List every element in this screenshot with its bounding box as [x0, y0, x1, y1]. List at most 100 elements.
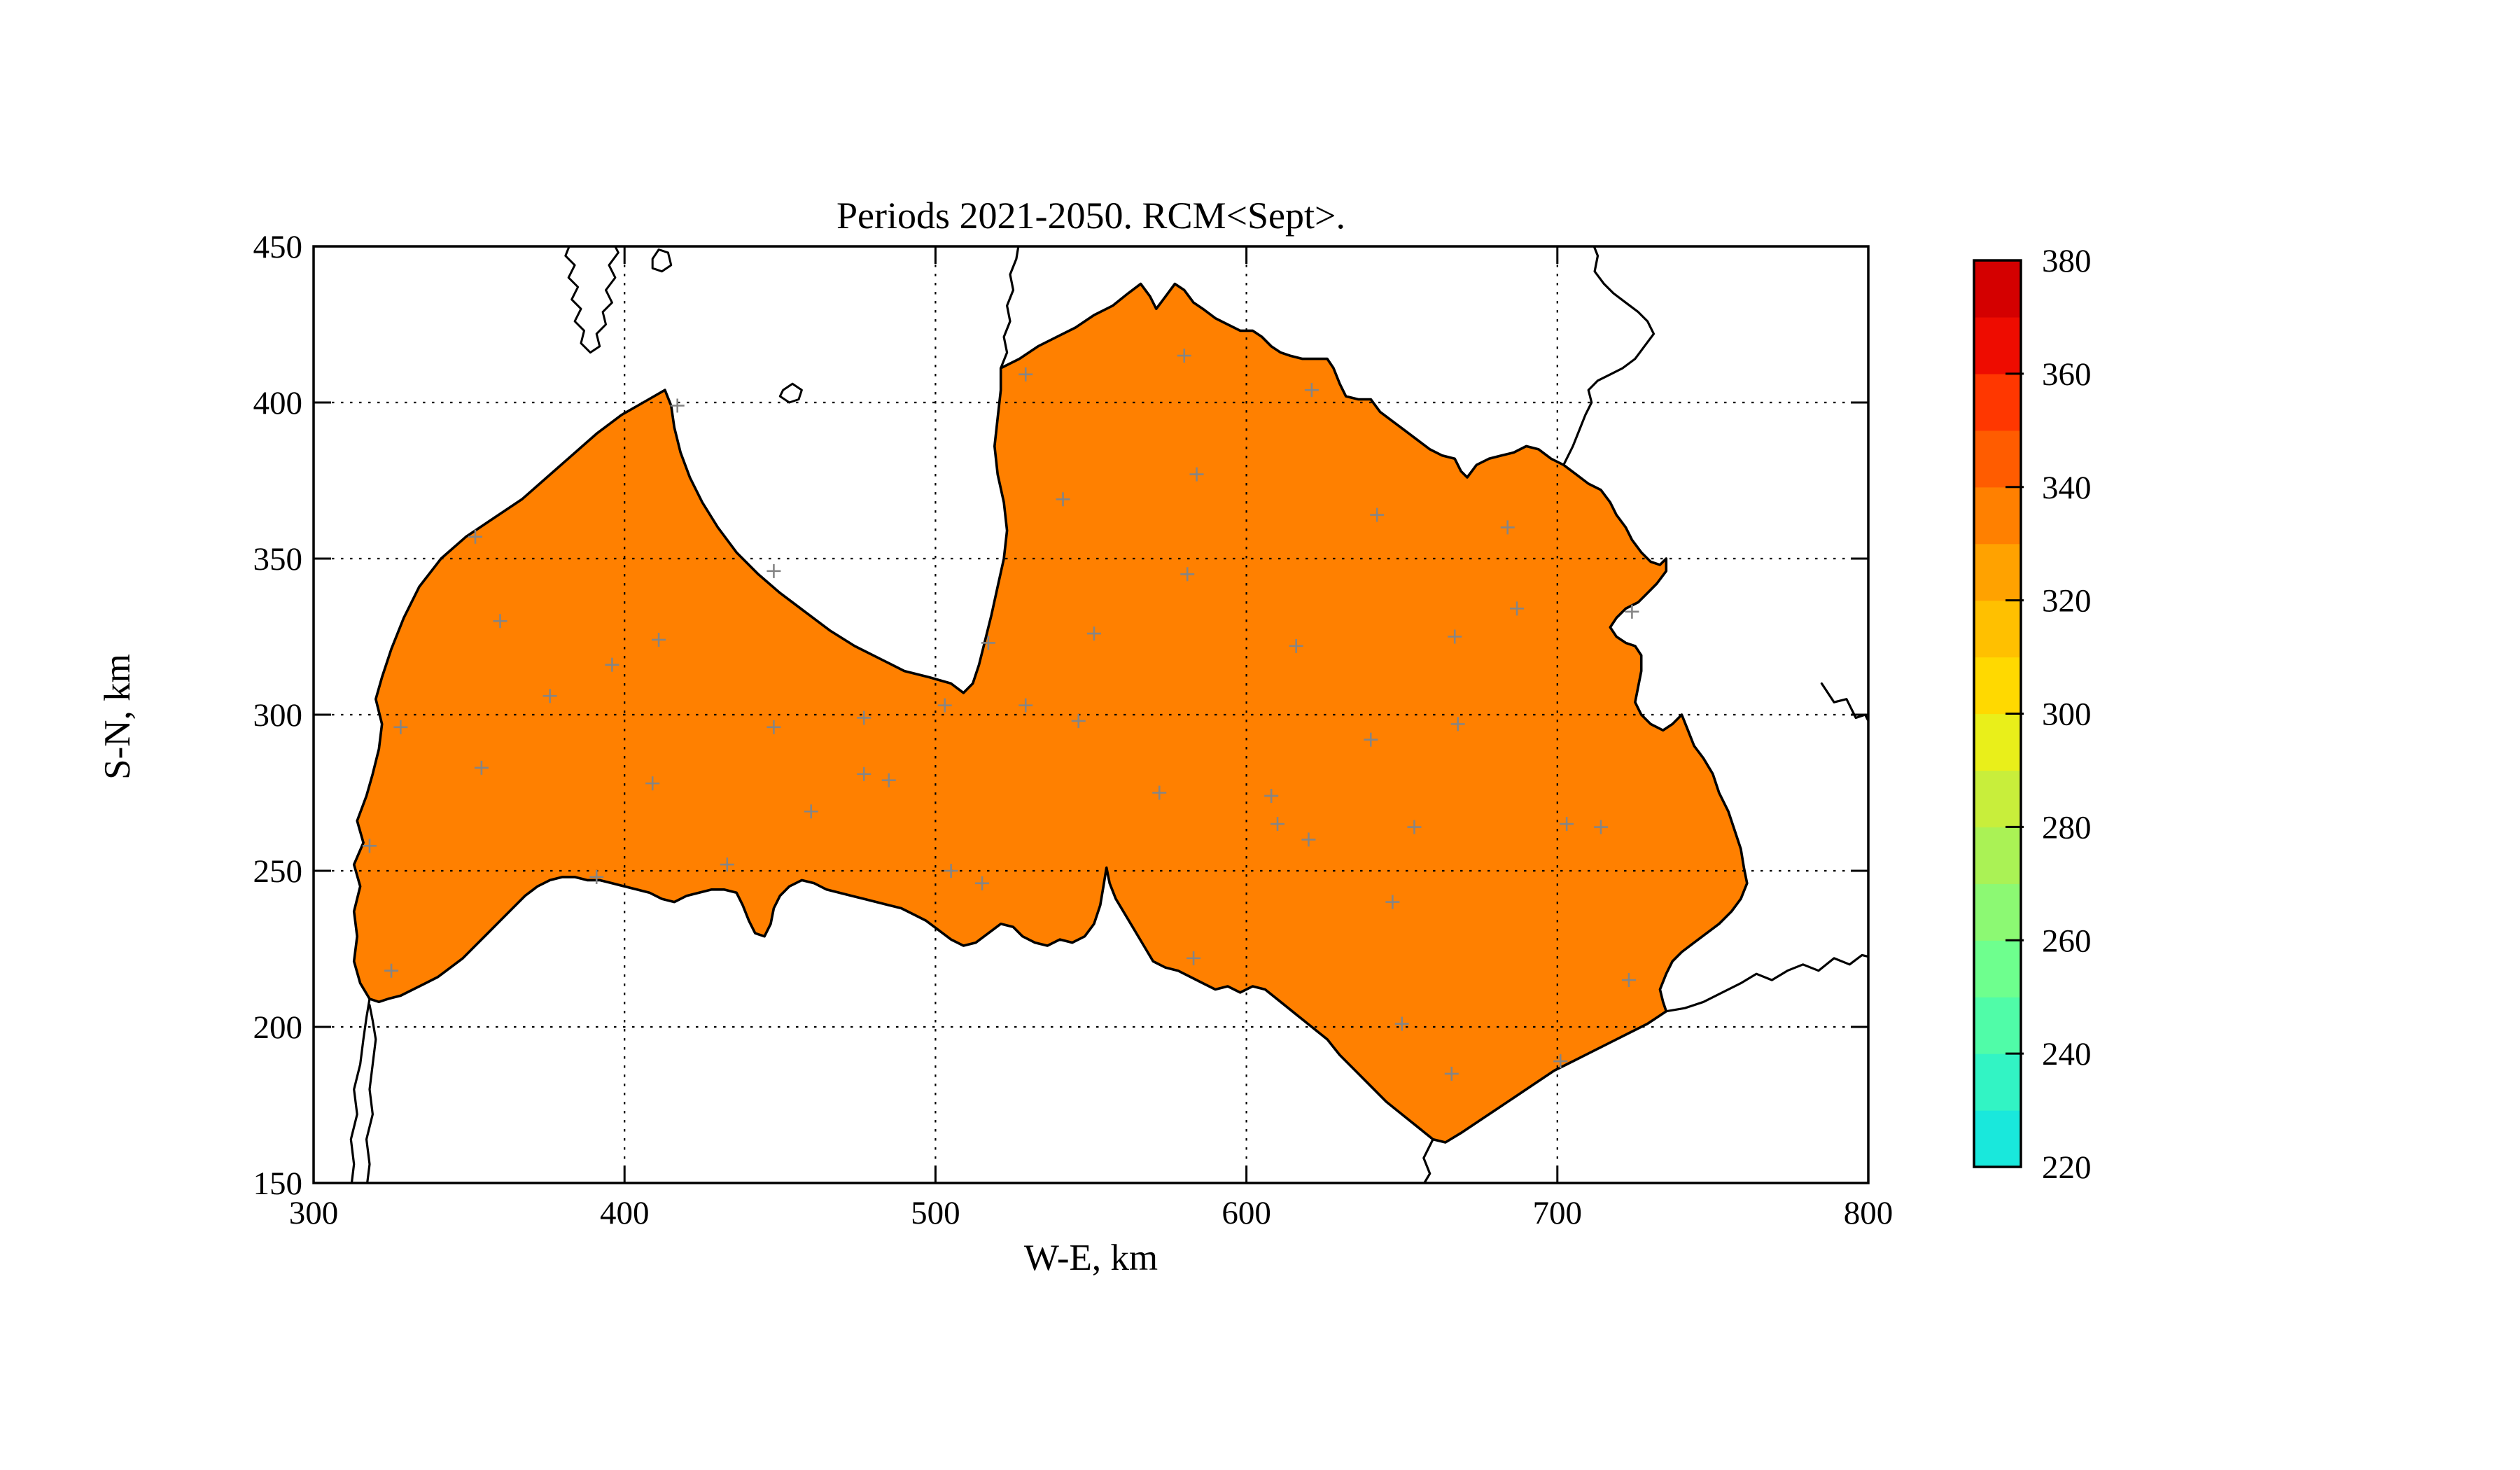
x-tick-label: 500	[911, 1195, 960, 1231]
x-tick-label: 700	[1533, 1195, 1583, 1231]
station-marker	[1621, 973, 1636, 988]
station-marker	[1560, 817, 1574, 832]
colorbar-segment-360	[1974, 316, 2021, 374]
map-layer	[349, 246, 1868, 1183]
colorbar-segment-230	[1974, 1054, 2021, 1111]
x-tick-label: 600	[1222, 1195, 1271, 1231]
station-marker	[1152, 785, 1167, 800]
axis-ticks	[312, 245, 1870, 1184]
plot-title: Periods 2021-2050. RCM<Sept>.	[836, 195, 1345, 237]
colorbar-segment-370	[1974, 260, 2021, 318]
station-marker	[1448, 629, 1462, 644]
colorbar-segment-220	[1974, 1110, 2021, 1168]
colorbar-segment-240	[1974, 997, 2021, 1054]
station-marker	[981, 636, 995, 650]
station-marker	[1553, 1054, 1568, 1069]
station-marker	[1593, 820, 1608, 834]
russia-line-east-line	[1820, 682, 1868, 724]
station-marker	[468, 529, 482, 544]
station-marker	[720, 858, 734, 872]
station-marker	[542, 689, 557, 704]
station-marker	[937, 698, 952, 713]
station-marker	[804, 804, 818, 819]
belarus-lithuania-border-line	[1422, 1138, 1434, 1183]
station-marker	[1364, 732, 1378, 747]
x-tick-label: 800	[1844, 1195, 1893, 1231]
colorbar-segment-340	[1974, 430, 2021, 488]
y-tick-label: 350	[253, 541, 303, 578]
x-axis-label: W-E, km	[1023, 1238, 1158, 1278]
colorbar-segment-350	[1974, 373, 2021, 431]
station-marker	[1018, 367, 1033, 382]
station-marker	[1056, 492, 1070, 507]
grid-layer	[314, 246, 1868, 1183]
x-tick-label: 300	[289, 1195, 339, 1231]
station-marker	[1385, 895, 1400, 909]
station-marker	[944, 864, 958, 878]
colorbar-label: 380	[2042, 243, 2092, 279]
station-marker	[393, 720, 408, 734]
station-marker	[1510, 601, 1525, 616]
station-marker	[1301, 832, 1316, 847]
y-tick-label: 300	[253, 697, 303, 734]
station-marker	[474, 760, 489, 775]
lithuania-coast-spit-line	[365, 1004, 377, 1183]
station-marker	[857, 766, 872, 781]
station-marker	[1407, 820, 1422, 834]
station-marker	[766, 564, 781, 578]
station-marker	[975, 876, 990, 890]
estonia-coast-line	[1000, 246, 1020, 370]
colorbar-segment-330	[1974, 486, 2021, 545]
station-marker	[670, 398, 685, 413]
colorbar-label: 360	[2042, 356, 2092, 393]
colorbar-segment-310	[1974, 600, 2021, 658]
colorbar-label: 300	[2042, 696, 2092, 733]
station-marker	[652, 632, 666, 647]
station-marker	[1270, 817, 1285, 832]
tick-labels: 300 400 500 600 700 800 150 200 250 300 350 400 450	[253, 229, 1893, 1231]
estonian-island-small	[651, 248, 673, 273]
station-marker	[766, 720, 781, 734]
latvia-region	[352, 282, 1749, 1144]
station-marker	[1394, 1016, 1409, 1031]
colorbar-segment-300	[1974, 657, 2021, 715]
station-marker	[1450, 717, 1465, 732]
y-tick-label: 200	[253, 1009, 303, 1046]
colorbar-label: 320	[2042, 583, 2092, 620]
station-marker	[857, 710, 872, 725]
station-marker	[384, 963, 399, 978]
y-tick-label: 150	[253, 1166, 303, 1202]
colorbar-segment-250	[1974, 940, 2021, 997]
colorbar-label: 240	[2042, 1036, 2092, 1072]
station-marker	[1086, 626, 1101, 641]
colorbar-label: 280	[2042, 809, 2092, 846]
x-tick-label: 400	[600, 1195, 650, 1231]
station-marker	[1180, 567, 1195, 582]
estonia-russia-border-line	[1562, 246, 1656, 466]
station-marker	[1444, 1066, 1459, 1081]
station-marker	[1289, 638, 1303, 653]
station-marker	[1264, 788, 1279, 803]
colorbar-segment-260	[1974, 883, 2021, 941]
colorbar-segment-290	[1974, 713, 2021, 771]
station-marker	[1189, 467, 1204, 482]
estonian-island-large	[564, 246, 620, 354]
colorbar-label: 340	[2042, 470, 2092, 506]
station-marker	[1071, 713, 1086, 728]
station-marker	[589, 869, 604, 884]
station-marker	[605, 657, 620, 672]
colorbar-segment-270	[1974, 827, 2021, 884]
y-tick-label: 400	[253, 385, 303, 421]
station-marker	[1186, 951, 1201, 965]
y-tick-label: 250	[253, 853, 303, 890]
station-marker	[1304, 383, 1319, 398]
colorbar-segment-280	[1974, 770, 2021, 827]
lithuania-coast-outer-line	[349, 997, 371, 1183]
colorbar-label: 260	[2042, 923, 2092, 959]
colorbar-label: 220	[2042, 1149, 2092, 1186]
russia-belarus-border-line	[1665, 953, 1868, 1013]
station-marker	[1370, 507, 1385, 522]
station-marker	[493, 614, 507, 629]
